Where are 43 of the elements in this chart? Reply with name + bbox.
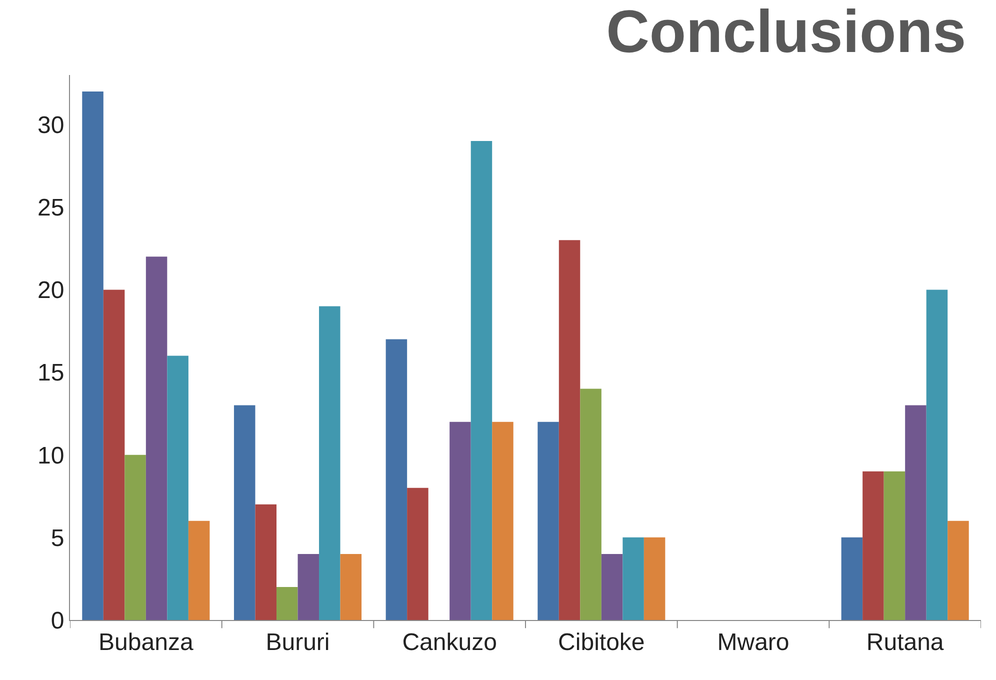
bar bbox=[492, 422, 514, 620]
y-tick-label: 20 bbox=[37, 277, 64, 304]
bar bbox=[340, 554, 362, 620]
y-tick-label: 25 bbox=[37, 194, 64, 222]
bar bbox=[580, 388, 602, 620]
bar bbox=[103, 290, 125, 620]
bar bbox=[644, 537, 666, 620]
bar bbox=[622, 537, 644, 620]
bar bbox=[450, 422, 471, 620]
x-tick-label: Rutana bbox=[866, 628, 944, 656]
x-tick-label: Bubanza bbox=[98, 628, 194, 656]
y-tick-label: 15 bbox=[37, 360, 64, 387]
bar bbox=[319, 306, 340, 620]
bar bbox=[884, 471, 906, 620]
bar bbox=[926, 290, 948, 620]
bar bbox=[558, 240, 580, 620]
bar bbox=[407, 488, 428, 620]
bar bbox=[146, 256, 168, 620]
y-tick-label: 5 bbox=[50, 524, 64, 552]
bar bbox=[470, 141, 492, 620]
bar bbox=[298, 554, 320, 620]
x-tick-label: Mwaro bbox=[717, 628, 790, 656]
bar bbox=[167, 356, 188, 620]
bar bbox=[948, 520, 969, 620]
bar bbox=[386, 339, 408, 620]
bar bbox=[124, 454, 146, 620]
bar bbox=[841, 537, 863, 620]
y-tick-label: 30 bbox=[37, 112, 64, 139]
bar bbox=[862, 471, 884, 620]
bar bbox=[601, 554, 623, 620]
bar bbox=[234, 405, 256, 620]
bar bbox=[255, 504, 276, 620]
bar bbox=[276, 586, 298, 620]
y-tick-label: 10 bbox=[37, 442, 64, 470]
bar bbox=[188, 520, 210, 620]
x-tick-label: Bururi bbox=[266, 628, 330, 656]
bar bbox=[82, 92, 104, 620]
bar bbox=[538, 422, 559, 620]
chart-title: Conclusions bbox=[606, 0, 966, 66]
x-tick-label: Cibitoke bbox=[558, 628, 645, 656]
x-tick-label: Cankuzo bbox=[402, 628, 497, 656]
bar bbox=[905, 405, 926, 620]
y-tick-label: 0 bbox=[50, 607, 64, 634]
